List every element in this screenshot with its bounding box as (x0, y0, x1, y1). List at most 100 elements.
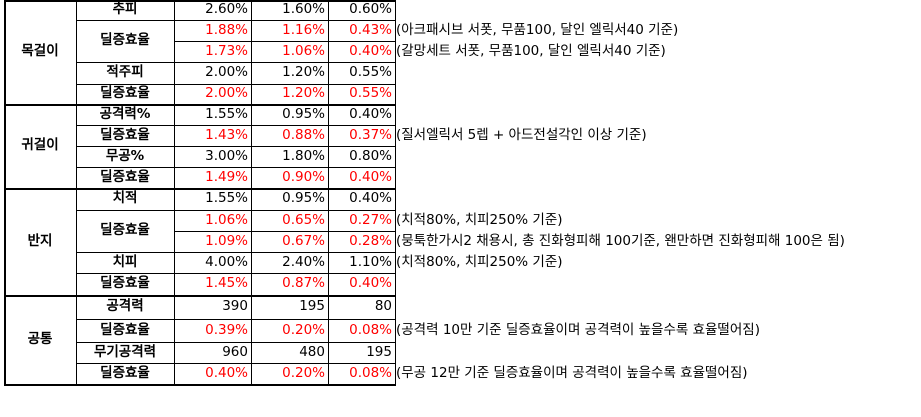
value-cell: 0.40% (349, 168, 392, 185)
value-cell: 2.00% (205, 64, 248, 81)
value-cell: 2.00% (205, 85, 248, 102)
grid-line-vertical (174, 0, 175, 385)
note-text: (무공 12만 기준 딜증효율이며 공격력이 높을수록 효율떨어짐) (396, 364, 748, 381)
value-cell: 0.40% (349, 190, 392, 207)
row-border (174, 231, 396, 232)
value-cell: 0.40% (205, 364, 248, 381)
value-cell: 0.40% (349, 275, 392, 292)
value-cell: 195 (299, 298, 325, 315)
row-label: 딜증효율 (100, 85, 150, 102)
value-cell: 1.20% (282, 64, 325, 81)
note-text: (아크패시브 서폿, 무품100, 달인 엘릭서40 기준) (396, 21, 679, 38)
value-cell: 1.10% (349, 253, 392, 270)
value-cell: 1.16% (282, 21, 325, 38)
row-label: 적주피 (106, 64, 144, 81)
value-cell: 960 (222, 343, 248, 360)
value-cell: 0.95% (282, 190, 325, 207)
value-cell: 0.80% (349, 147, 392, 164)
value-cell: 0.55% (349, 64, 392, 81)
grid-line-vertical (251, 0, 252, 385)
row-label: 치적 (112, 190, 138, 207)
value-cell: 0.39% (205, 321, 248, 338)
row-border (76, 84, 396, 85)
row-label: 치피 (112, 253, 138, 270)
row-border (76, 342, 396, 343)
row-label: 딜증효율 (100, 126, 150, 143)
row-border (76, 210, 396, 211)
value-cell: 0.08% (349, 321, 392, 338)
value-cell: 1.55% (205, 105, 248, 122)
row-label: 공격력 (106, 298, 144, 315)
row-border (76, 319, 396, 320)
row-border (76, 167, 396, 168)
grid-line-vertical (328, 0, 329, 385)
value-cell: 0.65% (282, 211, 325, 228)
value-cell: 0.43% (349, 21, 392, 38)
grid-line-vertical (4, 0, 6, 386)
category-cell: 반지 (27, 232, 53, 249)
row-border (174, 41, 396, 42)
value-cell: 1.09% (205, 232, 248, 249)
row-label: 추피 (112, 1, 138, 18)
section-border (4, 104, 396, 106)
section-border (4, 0, 396, 2)
value-cell: 1.80% (282, 147, 325, 164)
value-cell: 1.49% (205, 168, 248, 185)
note-text: (뭉툭한가시2 채용시, 총 진화형피해 100기준, 왠만하면 진화형피해 1… (396, 232, 845, 249)
category-cell: 공통 (27, 330, 53, 347)
note-text: (갈망세트 서폿, 무품100, 달인 엘릭서40 기준) (396, 42, 666, 59)
category-cell: 목걸이 (21, 43, 59, 60)
row-border (76, 62, 396, 63)
value-cell: 0.20% (282, 321, 325, 338)
row-border (76, 125, 396, 126)
value-cell: 1.73% (205, 42, 248, 59)
value-cell: 3.00% (205, 147, 248, 164)
grid-line-vertical (76, 0, 77, 385)
value-cell: 0.95% (282, 105, 325, 122)
row-border (76, 252, 396, 253)
value-cell: 0.87% (282, 275, 325, 292)
note-text: (치적80%, 치피250% 기준) (396, 253, 563, 270)
value-cell: 195 (366, 343, 392, 360)
grid-line-vertical (395, 0, 396, 385)
note-text: (공격력 10만 기준 딜증효율이며 공격력이 높을수록 효율떨어짐) (396, 321, 760, 338)
value-cell: 0.88% (282, 126, 325, 143)
row-label: 딜증효율 (100, 168, 150, 185)
value-cell: 390 (222, 298, 248, 315)
value-cell: 480 (299, 343, 325, 360)
row-label: 딜증효율 (100, 275, 150, 292)
value-cell: 0.67% (282, 232, 325, 249)
value-cell: 1.55% (205, 190, 248, 207)
value-cell: 2.60% (205, 1, 248, 18)
row-label: 무기공격력 (93, 343, 157, 360)
note-text: (질서엘릭서 5렙 + 아드전설각인 이상 기준) (396, 126, 647, 143)
value-cell: 1.43% (205, 126, 248, 143)
value-cell: 0.27% (349, 211, 392, 228)
value-cell: 0.60% (349, 1, 392, 18)
row-label: 무공% (105, 147, 145, 164)
row-label: 딜증효율 (100, 32, 150, 49)
value-cell: 4.00% (205, 253, 248, 270)
value-cell: 1.45% (205, 275, 248, 292)
value-cell: 1.88% (205, 21, 248, 38)
value-cell: 1.60% (282, 1, 325, 18)
value-cell: 0.55% (349, 85, 392, 102)
row-label: 딜증효율 (100, 222, 150, 239)
value-cell: 0.28% (349, 232, 392, 249)
section-border (4, 295, 396, 297)
category-cell: 귀걸이 (21, 137, 59, 154)
value-cell: 1.06% (205, 211, 248, 228)
row-label: 공격력% (99, 105, 151, 122)
row-border (76, 146, 396, 147)
value-cell: 0.40% (349, 105, 392, 122)
row-border (76, 20, 396, 21)
value-cell: 1.06% (282, 42, 325, 59)
row-border (76, 273, 396, 274)
section-border (4, 384, 396, 386)
value-cell: 0.20% (282, 364, 325, 381)
row-label: 딜증효율 (100, 321, 150, 338)
note-text: (치적80%, 치피250% 기준) (396, 211, 563, 228)
value-cell: 0.90% (282, 168, 325, 185)
value-cell: 0.08% (349, 364, 392, 381)
